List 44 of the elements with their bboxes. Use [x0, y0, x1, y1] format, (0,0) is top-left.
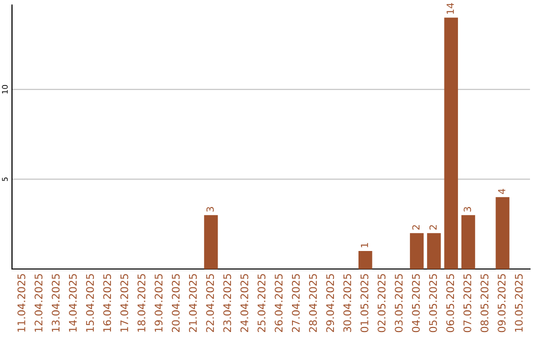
x-tick-label: 10.05.2025	[514, 274, 523, 332]
x-tick-label: 06.05.2025	[446, 274, 454, 332]
x-tick-label: 23.04.2025	[223, 274, 232, 332]
x-tick-label: 24.04.2025	[240, 274, 248, 332]
data-label: 1	[360, 243, 368, 248]
x-tick-label: 28.04.2025	[309, 274, 317, 332]
x-tick-label: 12.04.2025	[34, 274, 42, 332]
x-tick-label: 09.05.2025	[498, 274, 506, 332]
x-tick-label: 21.04.2025	[188, 274, 197, 332]
x-tick-label: 11.04.2025	[17, 274, 26, 332]
x-tick-label: 14.04.2025	[68, 274, 77, 332]
x-tick-label: 18.04.2025	[138, 274, 146, 332]
x-tick-label: 13.04.2025	[52, 274, 60, 332]
x-tick-label: 26.04.2025	[274, 274, 283, 332]
x-tick-label: 04.05.2025	[412, 274, 420, 332]
x-tick-label: 07.05.2025	[463, 274, 472, 332]
data-label: 14	[446, 3, 454, 14]
data-label: 3	[206, 207, 214, 212]
x-tick-label: 16.04.2025	[103, 274, 112, 332]
x-tick-label: 30.04.2025	[343, 274, 352, 332]
x-tick-label: 02.05.2025	[378, 274, 386, 332]
bar	[444, 18, 458, 269]
x-tick-label: 01.05.2025	[360, 274, 368, 332]
bar	[427, 233, 441, 269]
x-tick-label: 27.04.2025	[292, 274, 300, 332]
data-label: 2	[412, 225, 420, 230]
data-label: 4	[498, 188, 506, 194]
x-tick-label: 20.04.2025	[172, 274, 180, 332]
bar	[410, 233, 424, 269]
x-tick-label: 25.04.2025	[258, 274, 266, 332]
bar	[358, 251, 372, 269]
data-label: 3	[464, 207, 472, 212]
x-tick-label: 17.04.2025	[120, 274, 128, 332]
bar	[496, 197, 510, 269]
x-tick-label: 29.04.2025	[326, 274, 334, 332]
bar	[461, 215, 476, 269]
x-tick-label: 05.05.2025	[429, 274, 437, 332]
data-label: 2	[429, 225, 437, 230]
x-tick-label: 08.05.2025	[480, 274, 488, 332]
x-tick-label: 19.04.2025	[154, 274, 163, 332]
x-tick-label: 22.04.2025	[206, 274, 214, 332]
x-tick-label: 03.05.2025	[394, 274, 403, 332]
bar	[204, 215, 218, 269]
x-tick-label: 15.04.2025	[86, 274, 94, 332]
